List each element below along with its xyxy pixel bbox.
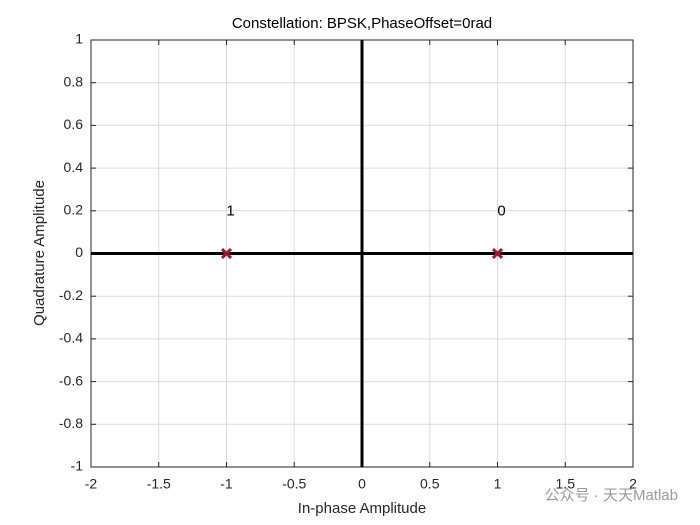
- x-tick-label: -2: [85, 476, 98, 492]
- y-tick-label: -1: [71, 458, 84, 474]
- watermark: 公众号 · 天天Matlab: [545, 487, 678, 504]
- y-tick-label: 0: [75, 244, 83, 260]
- y-tick-label: 0.4: [64, 159, 84, 175]
- point-label: 1: [226, 202, 234, 219]
- x-tick-label: -1.5: [147, 476, 171, 492]
- x-tick-label: 0: [358, 476, 366, 492]
- y-axis-label: Quadrature Amplitude: [31, 180, 48, 326]
- x-tick-label: -0.5: [282, 476, 306, 492]
- y-tick-label: 0.6: [64, 116, 84, 132]
- x-tick-label: 1: [494, 476, 502, 492]
- x-tick-label: 2: [629, 476, 637, 492]
- point-label: 0: [497, 202, 505, 219]
- point: [220, 247, 233, 260]
- point: [491, 247, 504, 260]
- chart-title: Constellation: BPSK,PhaseOffset=0rad: [232, 15, 492, 32]
- y-tick-label: 0.2: [64, 202, 84, 218]
- y-tick-label: 1: [75, 31, 83, 47]
- y-tick-label: -0.6: [59, 372, 83, 388]
- x-tick-label: 0.5: [420, 476, 440, 492]
- x-tick-label: -1: [220, 476, 233, 492]
- y-tick-label: 0.8: [64, 73, 84, 89]
- y-tick-label: -0.2: [59, 287, 83, 303]
- x-axis-label: In-phase Amplitude: [298, 500, 426, 517]
- y-tick-label: -0.8: [59, 415, 83, 431]
- y-tick-label: -0.4: [59, 330, 83, 346]
- x-tick-label: 1.5: [556, 476, 576, 492]
